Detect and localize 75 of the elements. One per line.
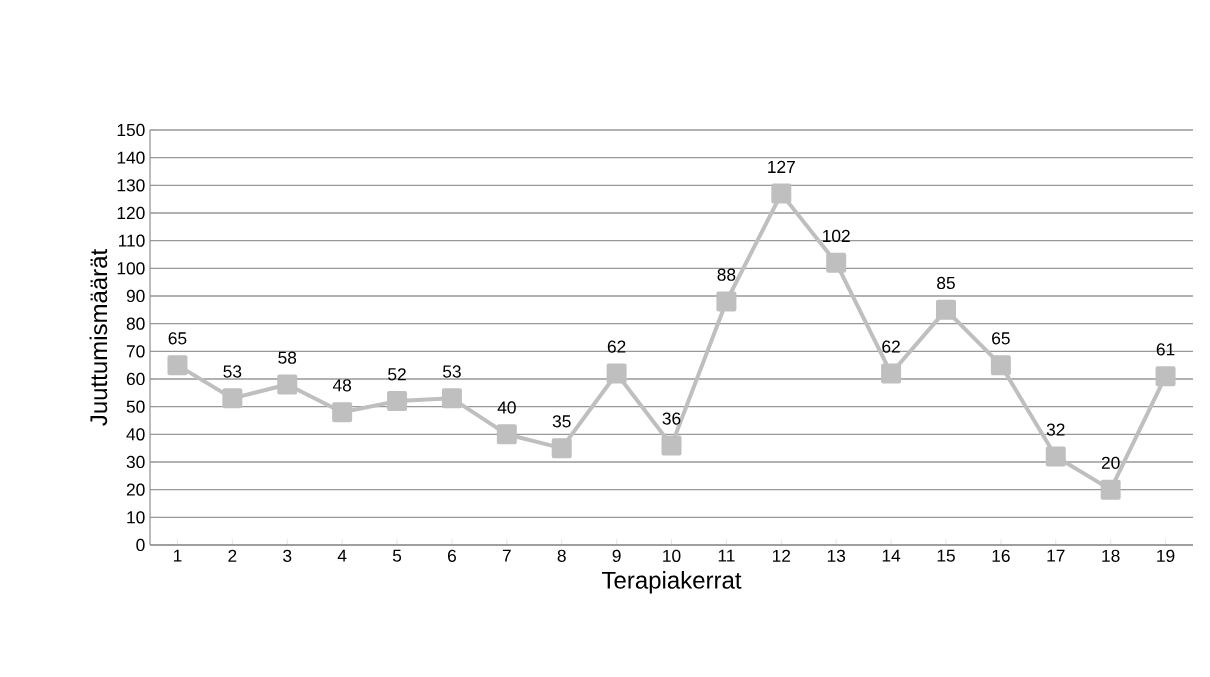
y-tick-label: 40: [126, 428, 145, 441]
data-label: 36: [662, 412, 681, 425]
x-tick-label: 13: [827, 549, 846, 562]
x-tick-label: 16: [992, 549, 1010, 562]
x-tick-label: 19: [1157, 549, 1175, 562]
data-label: 53: [442, 365, 461, 378]
x-tick-label: 8: [557, 549, 566, 562]
point: [1100, 479, 1121, 500]
x-axis-title: Terapiakerrat: [602, 571, 742, 594]
point: [222, 388, 243, 409]
y-tick-label: 0: [136, 538, 145, 552]
data-label: 61: [1156, 343, 1175, 356]
data-label: 48: [332, 379, 352, 392]
point: [387, 391, 408, 412]
point: [716, 291, 737, 312]
y-tick-label: 10: [127, 511, 145, 524]
data-label: 85: [937, 276, 955, 290]
y-tick-label: 20: [126, 483, 145, 496]
x-tick-label: 7: [502, 549, 511, 562]
point: [826, 252, 847, 273]
y-tick-label: 90: [126, 289, 145, 303]
x-tick-label: 10: [663, 549, 681, 562]
y-tick-label: 150: [117, 123, 145, 137]
y-tick-label: 60: [126, 372, 145, 386]
data-label: 62: [607, 340, 626, 353]
y-tick-label: 70: [126, 345, 145, 358]
x-tick-label: 4: [337, 549, 347, 562]
data-label: 40: [497, 401, 516, 414]
point: [496, 424, 517, 445]
point: [661, 435, 682, 456]
data-label: 88: [717, 268, 736, 281]
point: [606, 363, 627, 384]
y-tick-label: 30: [126, 455, 145, 469]
y-tick-label: 140: [117, 151, 145, 164]
data-label: 20: [1101, 456, 1120, 469]
y-tick-label: 110: [118, 234, 145, 247]
data-label: 127: [768, 160, 795, 173]
x-tick-label: 3: [283, 549, 292, 562]
data-label: 65: [992, 332, 1010, 345]
x-tick-label: 11: [718, 549, 735, 562]
point: [332, 402, 353, 423]
x-tick-label: 14: [882, 549, 901, 562]
point: [935, 299, 956, 320]
data-label: 53: [223, 365, 242, 378]
point: [551, 438, 572, 459]
x-tick-label: 12: [772, 549, 791, 562]
x-tick-label: 1: [173, 549, 182, 562]
point: [167, 355, 188, 376]
x-tick-label: 2: [228, 549, 237, 562]
y-axis-title: Juuttumismäärät: [89, 248, 108, 426]
data-label: 32: [1046, 423, 1065, 436]
y-tick-label: 130: [117, 179, 145, 192]
data-label: 102: [823, 229, 850, 243]
point: [441, 388, 462, 409]
x-tick-label: 5: [392, 549, 402, 562]
point: [881, 363, 902, 384]
point: [277, 374, 298, 395]
point: [771, 183, 792, 204]
data-label: 65: [168, 332, 187, 345]
point: [1045, 446, 1066, 467]
x-tick-label: 15: [937, 549, 955, 562]
x-tick-label: 18: [1102, 549, 1120, 562]
x-tick-label: 6: [447, 549, 456, 562]
y-tick-label: 50: [126, 400, 145, 413]
y-tick-label: 120: [117, 206, 145, 220]
data-label: 35: [552, 415, 571, 428]
data-label: 52: [388, 368, 406, 381]
y-tick-label: 80: [126, 317, 145, 330]
x-tick-label: 17: [1047, 549, 1065, 562]
point: [1155, 366, 1176, 387]
data-label: 62: [882, 340, 900, 353]
point: [990, 355, 1011, 376]
y-tick-label: 100: [117, 262, 145, 275]
x-tick-label: 9: [612, 549, 621, 562]
data-label: 58: [278, 351, 297, 364]
